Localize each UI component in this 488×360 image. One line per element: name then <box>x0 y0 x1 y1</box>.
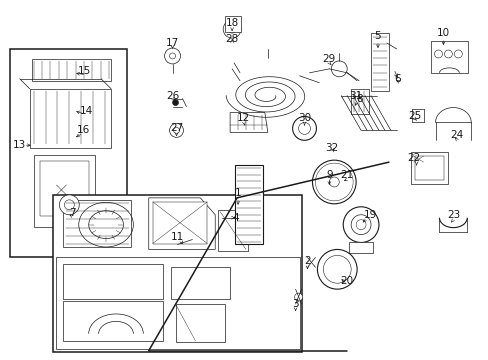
Circle shape <box>323 255 350 283</box>
Text: 5: 5 <box>374 31 381 41</box>
Text: 4: 4 <box>232 213 239 223</box>
Circle shape <box>164 48 180 64</box>
Bar <box>10 49 127 257</box>
Text: 15: 15 <box>78 66 91 76</box>
Text: 30: 30 <box>297 113 310 123</box>
Circle shape <box>444 50 451 58</box>
Text: 12: 12 <box>236 113 249 123</box>
Circle shape <box>298 122 310 134</box>
Text: 22: 22 <box>406 153 420 163</box>
Text: 31: 31 <box>349 91 362 101</box>
Text: 27: 27 <box>169 123 183 134</box>
Text: 2: 2 <box>304 256 310 266</box>
Bar <box>170 267 230 299</box>
Bar <box>414 156 444 180</box>
Text: 21: 21 <box>340 170 353 180</box>
Bar <box>350 89 368 113</box>
Text: 9: 9 <box>325 170 332 180</box>
Text: 24: 24 <box>450 130 463 140</box>
Circle shape <box>64 200 74 210</box>
Circle shape <box>169 123 183 137</box>
Polygon shape <box>63 200 131 247</box>
Text: 3: 3 <box>292 299 298 309</box>
Bar <box>175 304 224 342</box>
Bar <box>32 59 111 81</box>
Text: 6: 6 <box>394 74 400 84</box>
Polygon shape <box>218 210 247 251</box>
Polygon shape <box>230 113 267 132</box>
Circle shape <box>315 163 352 201</box>
Circle shape <box>292 117 316 140</box>
Bar <box>410 152 447 184</box>
Bar <box>429 41 468 73</box>
Circle shape <box>172 100 178 105</box>
Text: 13: 13 <box>13 140 26 150</box>
Text: 8: 8 <box>355 94 362 104</box>
Bar <box>152 202 207 243</box>
Circle shape <box>294 293 302 301</box>
Bar <box>224 16 241 32</box>
Text: 14: 14 <box>80 105 93 116</box>
Text: 19: 19 <box>363 210 376 220</box>
Circle shape <box>173 127 179 133</box>
Text: 10: 10 <box>436 28 449 38</box>
Circle shape <box>434 50 442 58</box>
Circle shape <box>453 50 461 58</box>
Text: 29: 29 <box>322 54 335 64</box>
Bar <box>30 89 111 148</box>
Text: 17: 17 <box>165 38 179 48</box>
Text: 26: 26 <box>165 91 179 101</box>
Bar <box>40 161 89 216</box>
Bar <box>63 301 163 341</box>
Circle shape <box>228 25 236 33</box>
Text: 16: 16 <box>77 125 90 135</box>
Circle shape <box>328 177 339 187</box>
Bar <box>63 264 163 299</box>
Text: 28: 28 <box>225 34 238 44</box>
Bar <box>235 165 263 244</box>
Circle shape <box>350 215 370 235</box>
Circle shape <box>223 20 241 38</box>
Bar <box>370 33 388 91</box>
Text: 18: 18 <box>225 18 238 28</box>
Circle shape <box>312 160 355 204</box>
Bar <box>348 242 372 253</box>
Text: 1: 1 <box>234 188 241 198</box>
Polygon shape <box>148 198 215 249</box>
Text: 25: 25 <box>407 111 421 121</box>
Text: 11: 11 <box>170 231 184 242</box>
Bar <box>53 195 301 352</box>
Text: 23: 23 <box>446 210 459 220</box>
Circle shape <box>60 195 79 215</box>
Circle shape <box>169 53 175 59</box>
Circle shape <box>331 61 346 77</box>
Polygon shape <box>56 257 299 349</box>
Circle shape <box>317 249 356 289</box>
Circle shape <box>343 207 378 243</box>
Text: 20: 20 <box>340 276 353 286</box>
Circle shape <box>355 220 366 230</box>
Text: 7: 7 <box>69 208 76 218</box>
Circle shape <box>324 172 344 192</box>
Text: 32: 32 <box>324 143 337 153</box>
Circle shape <box>319 167 348 197</box>
Bar <box>34 155 95 227</box>
